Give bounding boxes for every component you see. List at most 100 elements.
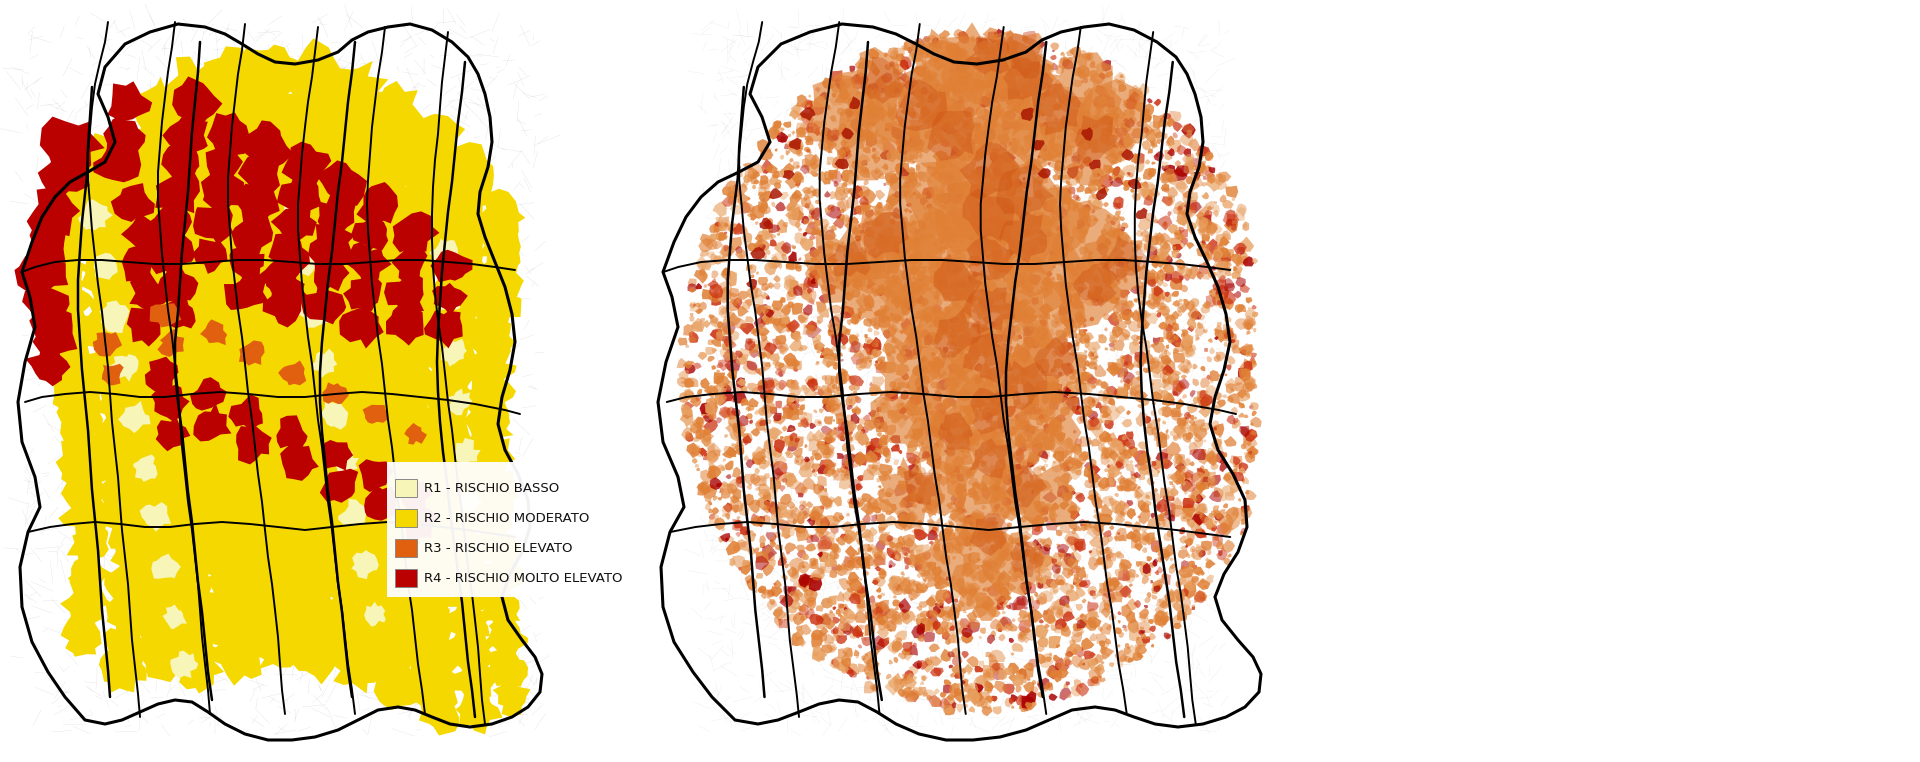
Polygon shape xyxy=(1167,591,1177,596)
Polygon shape xyxy=(962,157,966,162)
Polygon shape xyxy=(904,178,912,184)
Polygon shape xyxy=(1187,519,1194,528)
Polygon shape xyxy=(338,377,405,449)
Polygon shape xyxy=(935,181,1021,266)
Polygon shape xyxy=(985,523,991,528)
Polygon shape xyxy=(989,152,1000,162)
Polygon shape xyxy=(1056,393,1069,403)
Polygon shape xyxy=(1254,328,1256,332)
Polygon shape xyxy=(956,138,968,149)
Polygon shape xyxy=(152,147,219,222)
Polygon shape xyxy=(1098,72,1104,79)
Polygon shape xyxy=(981,81,983,84)
Polygon shape xyxy=(948,232,958,243)
Polygon shape xyxy=(236,518,300,591)
Polygon shape xyxy=(835,564,843,572)
Polygon shape xyxy=(1064,450,1073,459)
Polygon shape xyxy=(1006,138,1020,148)
Polygon shape xyxy=(1023,310,1029,315)
Polygon shape xyxy=(1137,561,1142,567)
Polygon shape xyxy=(872,605,887,619)
Polygon shape xyxy=(833,657,845,668)
Polygon shape xyxy=(1071,262,1117,307)
Polygon shape xyxy=(1029,75,1035,81)
Polygon shape xyxy=(947,106,952,112)
Polygon shape xyxy=(851,314,860,325)
Polygon shape xyxy=(899,481,908,491)
Polygon shape xyxy=(764,386,776,396)
Polygon shape xyxy=(916,63,931,77)
Polygon shape xyxy=(860,160,868,166)
Polygon shape xyxy=(117,502,182,562)
Polygon shape xyxy=(948,68,956,73)
Polygon shape xyxy=(1023,401,1037,415)
Polygon shape xyxy=(910,642,912,645)
Polygon shape xyxy=(945,522,948,526)
Polygon shape xyxy=(104,554,159,611)
Polygon shape xyxy=(922,450,931,459)
Polygon shape xyxy=(849,172,858,183)
Polygon shape xyxy=(962,632,973,644)
Polygon shape xyxy=(1050,394,1064,404)
Polygon shape xyxy=(1054,618,1068,629)
Polygon shape xyxy=(1162,519,1171,529)
Polygon shape xyxy=(849,384,854,392)
Polygon shape xyxy=(920,49,929,59)
Polygon shape xyxy=(943,542,954,554)
Polygon shape xyxy=(966,612,977,621)
Polygon shape xyxy=(887,149,899,162)
Polygon shape xyxy=(989,619,1002,629)
Polygon shape xyxy=(854,430,864,441)
Polygon shape xyxy=(710,328,722,341)
Polygon shape xyxy=(983,74,996,88)
Polygon shape xyxy=(1165,292,1169,297)
Polygon shape xyxy=(1190,520,1202,536)
Polygon shape xyxy=(806,325,818,335)
Polygon shape xyxy=(885,504,897,515)
Polygon shape xyxy=(950,282,962,295)
Polygon shape xyxy=(801,385,808,391)
Polygon shape xyxy=(1002,667,1012,675)
Polygon shape xyxy=(876,110,883,117)
Polygon shape xyxy=(889,180,900,191)
Polygon shape xyxy=(972,690,983,703)
Polygon shape xyxy=(755,235,762,242)
Polygon shape xyxy=(1033,213,1037,216)
Polygon shape xyxy=(1066,321,1077,332)
Polygon shape xyxy=(323,440,353,470)
Polygon shape xyxy=(1108,599,1112,602)
Polygon shape xyxy=(215,395,290,475)
Polygon shape xyxy=(764,447,776,463)
Polygon shape xyxy=(968,688,977,700)
Polygon shape xyxy=(1125,182,1129,187)
Polygon shape xyxy=(1083,207,1087,211)
Polygon shape xyxy=(1175,160,1181,166)
Polygon shape xyxy=(449,661,497,709)
Polygon shape xyxy=(722,504,732,517)
Polygon shape xyxy=(1196,571,1202,576)
Polygon shape xyxy=(1102,560,1108,566)
Polygon shape xyxy=(778,467,781,470)
Polygon shape xyxy=(914,466,925,479)
Polygon shape xyxy=(1073,161,1079,167)
Polygon shape xyxy=(870,411,879,422)
Polygon shape xyxy=(973,259,981,267)
Polygon shape xyxy=(835,191,837,194)
Polygon shape xyxy=(1027,612,1031,616)
Polygon shape xyxy=(1023,261,1039,276)
Polygon shape xyxy=(1169,557,1175,562)
Polygon shape xyxy=(804,227,876,303)
Polygon shape xyxy=(1208,478,1217,488)
Polygon shape xyxy=(1167,117,1175,127)
Polygon shape xyxy=(845,328,851,335)
Polygon shape xyxy=(712,453,716,459)
Polygon shape xyxy=(887,640,900,655)
Polygon shape xyxy=(801,624,812,635)
Polygon shape xyxy=(829,305,841,314)
Polygon shape xyxy=(1104,328,1108,331)
Polygon shape xyxy=(326,638,386,693)
Polygon shape xyxy=(879,533,893,546)
Polygon shape xyxy=(950,471,956,479)
Polygon shape xyxy=(728,411,739,420)
Polygon shape xyxy=(876,358,887,370)
